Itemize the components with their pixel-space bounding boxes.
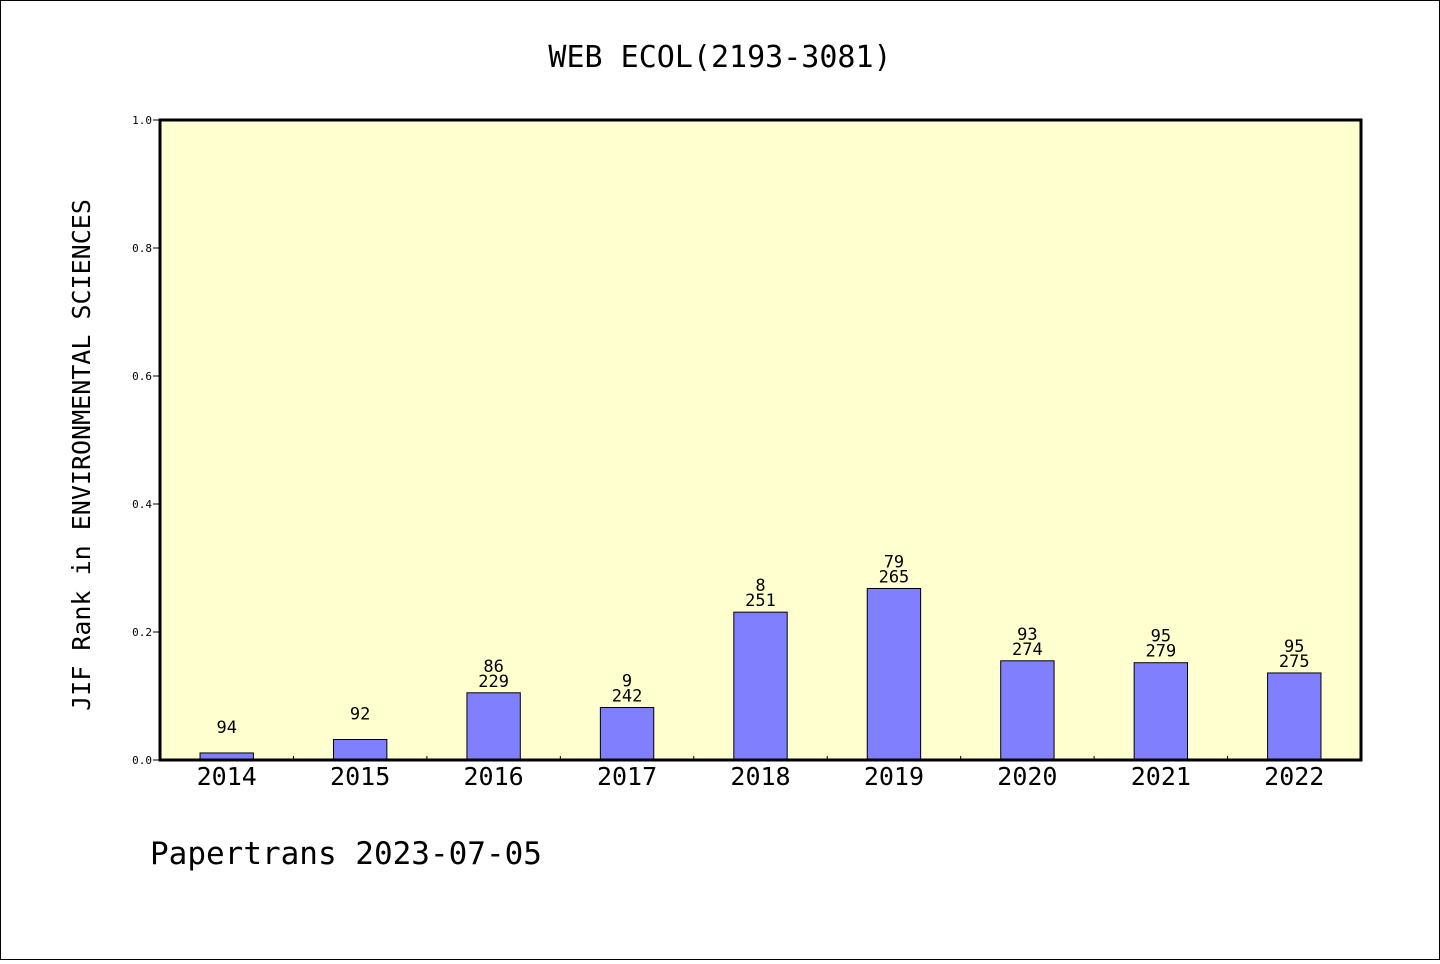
plot-border [158, 118, 1363, 762]
bar-2021 [1133, 662, 1189, 761]
bar-label-bottom: 279 [1145, 642, 1176, 662]
x-tick-label: 2021 [1131, 762, 1191, 791]
y-ticks-group: 0.0 0.2 0.4 0.6 0.8 1.0 [132, 114, 160, 767]
bar-2022 [1267, 672, 1322, 761]
y-axis-label: JIF Rank in ENVIRONMENTAL SCIENCES [67, 199, 96, 711]
bar-2019 [866, 587, 922, 761]
bar-label-bottom: 251 [745, 591, 776, 611]
x-tick-label: 2016 [464, 762, 524, 791]
bar-label-bottom: 229 [478, 672, 509, 692]
bar-label-bottom: 94 [216, 718, 236, 738]
bar-label-top: 95 [1151, 627, 1171, 647]
x-tick-label: 2018 [730, 762, 790, 791]
x-tick-label: 2014 [197, 762, 257, 791]
footer-text: Papertrans 2023-07-05 [150, 836, 542, 872]
bar-label-top: 79 [884, 552, 904, 572]
x-tick-label: 2022 [1264, 762, 1324, 791]
bar-label-bottom: 265 [879, 567, 910, 587]
bar-label-bottom: 242 [612, 687, 643, 707]
x-ticks-group: 2014 2015 2016 2017 2018 2019 2020 2021 2022 [197, 756, 1324, 791]
y-tick-label: 0.8 [132, 242, 152, 255]
bar-2016 [466, 692, 521, 761]
x-tick-label: 2019 [864, 762, 924, 791]
x-tick-label: 2017 [597, 762, 657, 791]
bar-label-bottom: 275 [1279, 652, 1310, 672]
bar-label-bottom: 92 [350, 705, 370, 725]
y-tick-label: 0.4 [132, 498, 152, 511]
y-tick-label: 0.2 [132, 626, 152, 639]
y-tick-label: 0.0 [132, 754, 152, 767]
bar-2018 [733, 611, 788, 761]
y-tick-label: 1.0 [132, 114, 152, 127]
bar-label-top: 9 [622, 672, 632, 692]
bars-group [199, 587, 1322, 761]
y-tick-label: 0.6 [132, 370, 152, 383]
bar-2015 [332, 739, 388, 761]
chart-title: WEB ECOL(2193-3081) [548, 40, 891, 75]
bar-label-bottom: 274 [1012, 640, 1043, 660]
bar-label-top: 95 [1284, 637, 1304, 657]
bar-label-top: 8 [755, 576, 765, 596]
bar-label-top: 93 [1017, 625, 1037, 645]
x-tick-label: 2015 [330, 762, 390, 791]
bar-2017 [599, 707, 655, 761]
bar-label-top: 86 [483, 657, 503, 677]
x-tick-label: 2020 [997, 762, 1057, 791]
bar-2020 [1000, 660, 1055, 761]
